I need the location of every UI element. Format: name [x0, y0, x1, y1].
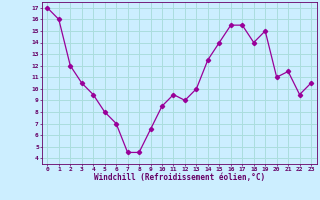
X-axis label: Windchill (Refroidissement éolien,°C): Windchill (Refroidissement éolien,°C) — [94, 173, 265, 182]
